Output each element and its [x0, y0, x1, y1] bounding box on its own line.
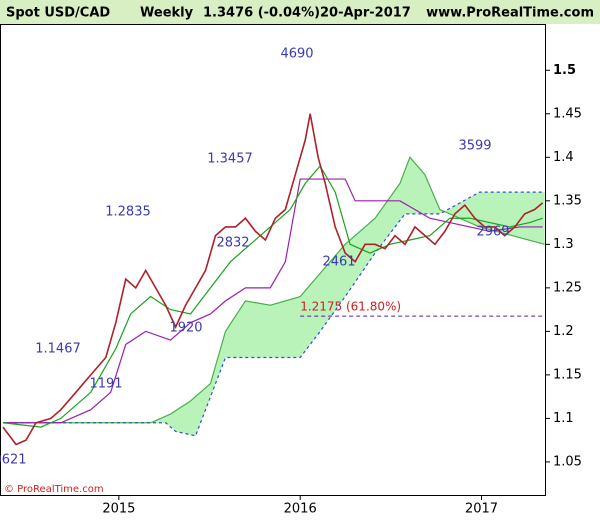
last-quote: 1.3476 (-0.04%): [203, 6, 320, 21]
fib-label: 1.2175 (61.80%): [300, 300, 401, 314]
series-line: [2, 113, 544, 446]
annotation: 1.2835: [105, 205, 151, 220]
y-tick-label: 1.25: [553, 280, 582, 295]
copyright: © ProRealTime.com: [4, 484, 104, 495]
annotation: 1.1467: [35, 342, 81, 357]
annotation: 1920: [169, 321, 202, 336]
header-bar: [0, 0, 600, 24]
y-tick-label: 1.1: [553, 411, 574, 426]
annotation: 1.3457: [207, 152, 253, 167]
date: 20-Apr-2017: [320, 6, 411, 21]
series-line: [2, 164, 543, 428]
cloud-fill: [2, 157, 545, 436]
y-tick-label: 1.15: [553, 367, 582, 382]
annotation: 2832: [216, 236, 249, 251]
period: Weekly: [140, 6, 194, 21]
chart-title: Spot USD/CAD: [6, 6, 110, 21]
x-tick-label: 2016: [284, 502, 317, 517]
x-tick-label: 2015: [102, 502, 135, 517]
site: www.ProRealTime.com: [426, 6, 594, 21]
y-tick-label: 1.3: [553, 237, 574, 252]
annotation: 3599: [458, 139, 491, 154]
x-tick-label: 2017: [465, 502, 498, 517]
annotation: 2461: [322, 255, 355, 270]
annotation: 1191: [89, 377, 122, 392]
annotation: 4690: [280, 47, 313, 62]
y-tick-label: 1.35: [553, 193, 582, 208]
y-tick-label: 1.2: [553, 324, 574, 339]
y-tick-label: 1.45: [553, 106, 582, 121]
plot-frame: [0, 24, 546, 496]
y-tick-label: 1.5: [553, 63, 576, 78]
series-line: [2, 156, 545, 424]
y-tick-label: 1.4: [553, 150, 574, 165]
y-tick-label: 1.05: [553, 454, 582, 469]
annotation: 2969: [476, 225, 509, 240]
annotation: 0621: [0, 453, 27, 468]
